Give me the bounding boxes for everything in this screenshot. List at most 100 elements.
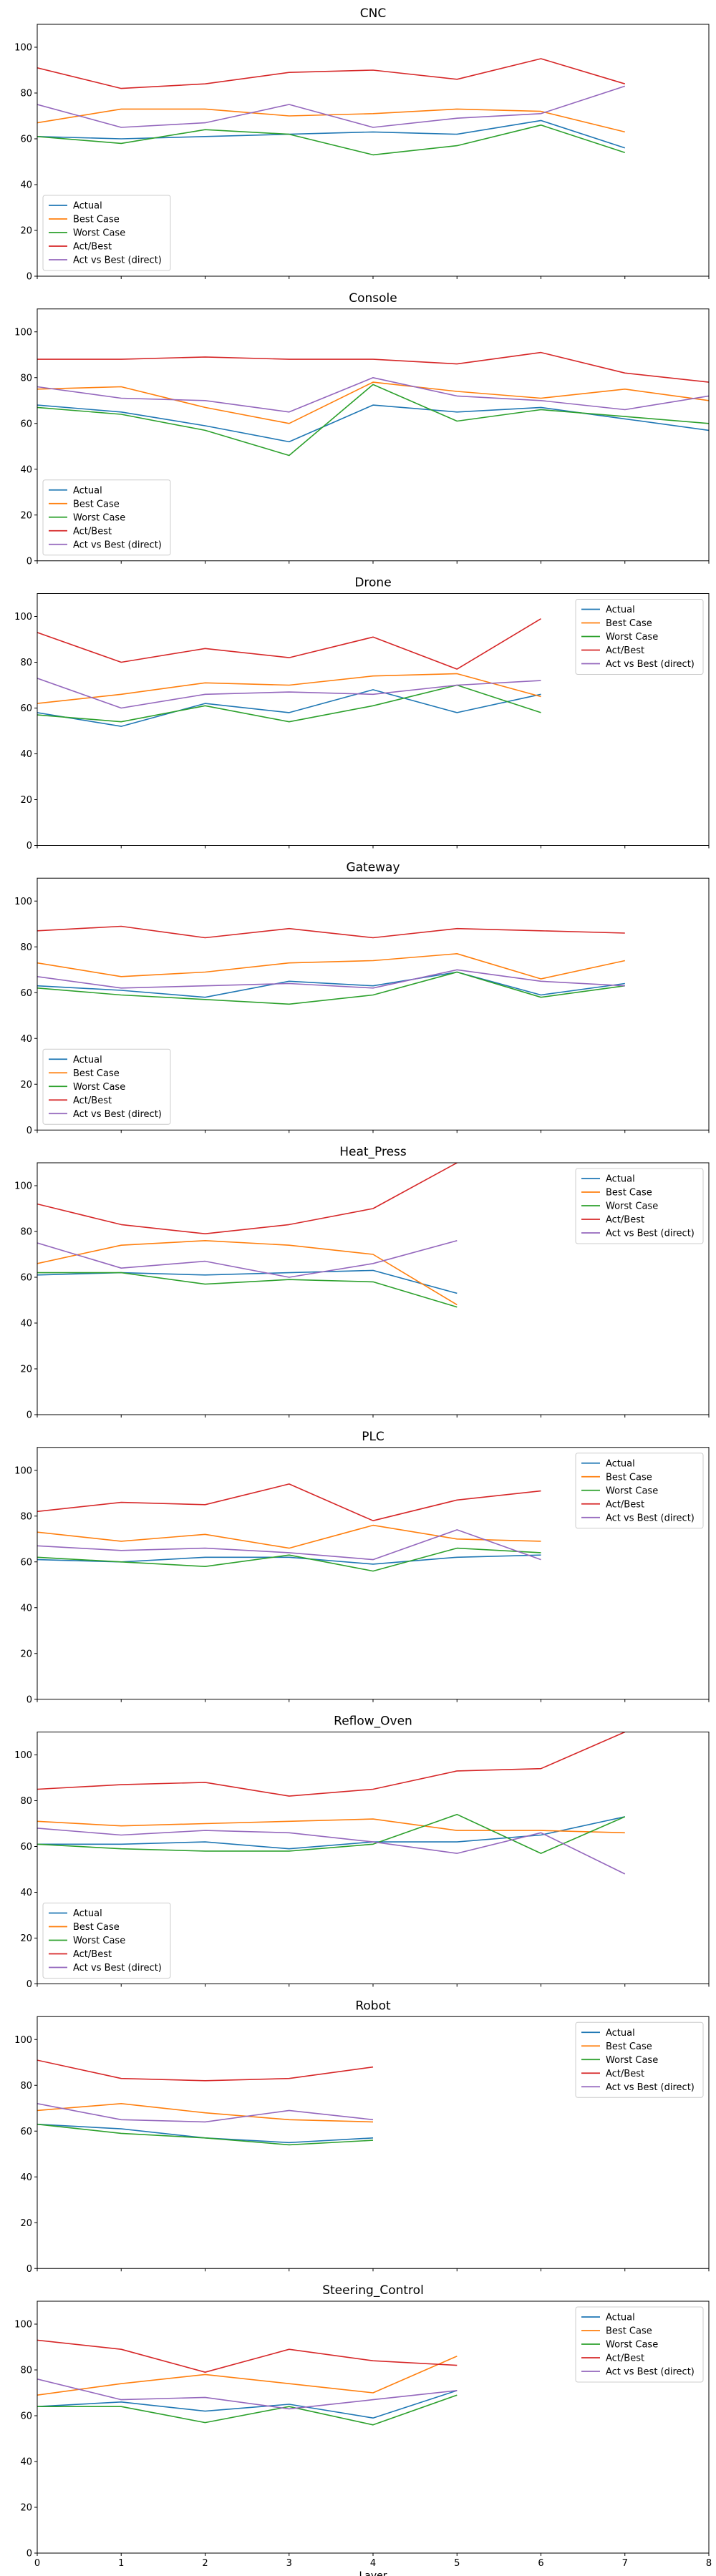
legend-entry: Best Case: [73, 499, 120, 509]
series-line-worst-case: [37, 2394, 458, 2426]
legend-entry: Worst Case: [73, 1936, 125, 1946]
x-tick-label: 6: [538, 2558, 543, 2569]
series-line-best-case: [37, 953, 625, 980]
y-tick-label: 40: [20, 2172, 32, 2183]
legend-entry: Actual: [606, 2028, 635, 2039]
y-tick-label: 40: [20, 749, 32, 760]
subplot-robot: Robot 0 20 40 60 80 100 Actual Best Case Worst Ca…: [14, 1999, 710, 2275]
y-tick-label: 80: [20, 1796, 32, 1807]
legend-entry: Act/Best: [606, 2069, 644, 2079]
y-tick-label: 0: [26, 2264, 32, 2275]
legend-entry: Act vs Best (direct): [73, 255, 162, 266]
series-line-act-best: [37, 58, 626, 89]
y-tick-label: 20: [20, 2503, 32, 2514]
series-line-act-vs-best-direct-: [37, 85, 626, 128]
legend-entry: Worst Case: [73, 228, 125, 239]
y-tick-label: 20: [20, 2218, 32, 2229]
x-tick-label: 8: [706, 2558, 712, 2569]
legend-box: [575, 1453, 704, 1529]
series-line-worst-case: [37, 1547, 541, 1572]
legend-entry: Best Case: [606, 2326, 652, 2337]
y-tick-label: 80: [20, 89, 32, 99]
legend-entry: Act/Best: [606, 645, 644, 656]
y-tick-label: 40: [20, 1319, 32, 1330]
legend-entry: Actual: [73, 1055, 102, 1065]
subplot-title: Gateway: [346, 860, 400, 874]
legend-entry: Act/Best: [73, 1949, 112, 1960]
subplot-title: Steering_Control: [322, 2283, 424, 2298]
y-tick-label: 100: [14, 2035, 32, 2046]
series-line-act-vs-best-direct-: [37, 1828, 626, 1875]
series-line-act-vs-best-direct-: [37, 2103, 374, 2123]
y-tick-label: 100: [14, 327, 32, 338]
series-line-actual: [37, 1816, 625, 1850]
legend-entry: Actual: [606, 1458, 635, 1469]
legend-entry: Worst Case: [73, 1082, 125, 1093]
y-tick-label: 40: [20, 1034, 32, 1045]
y-tick-label: 0: [26, 841, 32, 852]
legend-entry: Worst Case: [606, 1201, 658, 1212]
series-line-actual: [37, 404, 709, 443]
x-tick-label: 0: [34, 2558, 40, 2569]
legend-box: [42, 479, 171, 556]
legend-entry: Act/Best: [73, 1096, 112, 1106]
series-line-act-vs-best-direct-: [37, 2379, 458, 2410]
legend-entry: Actual: [606, 2313, 635, 2323]
y-tick-label: 20: [20, 1365, 32, 1375]
subplot-console: Console 0 20 40 60 80 100 Actual Best Case Worst …: [14, 291, 710, 567]
subplot-reflow_oven: Reflow_Oven 0 20 40 60 80 100 Actual Best Case Wo…: [14, 1714, 710, 1990]
x-tick-label: 1: [118, 2558, 124, 2569]
legend-entry: Best Case: [606, 2041, 652, 2052]
legend-entry: Actual: [606, 605, 635, 615]
series-line-act-best: [37, 1483, 541, 1521]
subplot-drone: Drone 0 20 40 60 80 100 Actual Best Case Worst Ca…: [14, 576, 710, 852]
series-line-actual: [37, 2123, 374, 2144]
y-tick-label: 80: [20, 2366, 32, 2376]
series-line-best-case: [37, 381, 709, 424]
y-tick-label: 60: [20, 1842, 32, 1853]
x-tick-label: 4: [370, 2558, 376, 2569]
legend-entry: Worst Case: [606, 1485, 658, 1496]
legend-box: [42, 195, 171, 271]
legend-box: [575, 1168, 704, 1244]
legend: Actual Best Case Worst Case Act/Best Act vs …: [42, 195, 171, 271]
subplot-title: PLC: [362, 1430, 384, 1444]
legend-entry: Actual: [606, 1174, 635, 1185]
series-line-actual: [37, 2390, 458, 2419]
legend-entry: Act vs Best (direct): [606, 659, 695, 670]
legend-entry: Act/Best: [606, 1499, 644, 1510]
y-tick-label: 60: [20, 135, 32, 145]
series-line-act-best: [37, 925, 625, 939]
y-tick-label: 40: [20, 1603, 32, 1614]
x-tick-label: 3: [286, 2558, 292, 2569]
legend-entry: Act vs Best (direct): [73, 1963, 162, 1974]
y-tick-label: 100: [14, 1465, 32, 1476]
series-line-worst-case: [37, 125, 626, 156]
y-tick-label: 100: [14, 612, 32, 623]
legend-entry: Act vs Best (direct): [73, 1109, 162, 1120]
y-tick-label: 60: [20, 1273, 32, 1284]
y-tick-label: 100: [14, 1181, 32, 1192]
series-line-act-best: [37, 618, 541, 670]
legend: Actual Best Case Worst Case Act/Best Act vs …: [42, 479, 171, 556]
legend: Actual Best Case Worst Case Act/Best Act vs …: [575, 2021, 704, 2098]
y-tick-label: 0: [26, 556, 32, 567]
y-tick-label: 80: [20, 1511, 32, 1522]
y-tick-label: 60: [20, 703, 32, 714]
legend-entry: Act/Best: [606, 2353, 644, 2364]
series-line-best-case: [37, 1240, 458, 1306]
legend-entry: Best Case: [73, 215, 120, 225]
legend: Actual Best Case Worst Case Act/Best Act vs …: [42, 1048, 171, 1125]
y-tick-label: 80: [20, 2081, 32, 2092]
legend-entry: Worst Case: [606, 632, 658, 643]
series-line-best-case: [37, 1818, 625, 1834]
subplot-cnc: CNC 0 20 40 60 80 100 Actual Best Case Worst Case…: [14, 6, 710, 283]
legend-entry: Best Case: [606, 1188, 652, 1199]
y-tick-label: 40: [20, 2457, 32, 2468]
y-tick-label: 20: [20, 1080, 32, 1091]
series-line-act-vs-best-direct-: [37, 678, 541, 709]
subplot-gateway: Gateway 0 20 40 60 80 100 Actual Best Case Worst …: [14, 860, 710, 1136]
series-line-best-case: [37, 108, 625, 133]
legend-entry: Worst Case: [73, 512, 125, 523]
